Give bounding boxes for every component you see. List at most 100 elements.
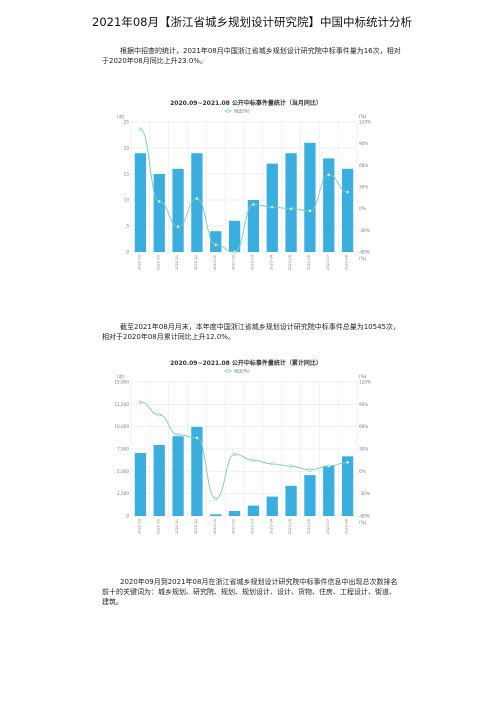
line-point: [157, 413, 161, 417]
bar: [247, 200, 260, 252]
line-point: [232, 452, 237, 456]
x-tick-label: 2021-05: [288, 519, 292, 534]
page-title: 2021年08月【浙江省城乡规划设计研究院】中国中标统计分析: [92, 15, 412, 29]
x-tick-label: 2020-09: [137, 254, 141, 270]
bar: [285, 153, 297, 252]
bar: [304, 475, 316, 516]
y-tick-left: 0: [126, 250, 129, 255]
x-tick-label: 2021-02: [232, 255, 236, 270]
legend-label: 同比(%): [234, 368, 250, 375]
y-axis-right-unit: (%): [359, 256, 367, 261]
chart-title: 2020.09~2021.08 公开中标事件量统计（累计同比）: [170, 359, 322, 367]
y-tick-right: 30%: [359, 447, 368, 452]
line-point: [157, 199, 161, 204]
y-tick-left: 10,000: [115, 424, 129, 429]
y-tick-left: 7,500: [117, 447, 129, 452]
line-point: [214, 243, 218, 247]
x-tick-label: 2021-06: [307, 254, 311, 270]
y-tick-right: -60%: [359, 514, 370, 519]
line-point: [232, 250, 237, 254]
line-point: [195, 436, 199, 440]
line-point: [289, 207, 293, 211]
y-tick-left: 2,500: [117, 491, 129, 496]
legend-label: 同比(%): [234, 108, 250, 115]
y-tick-right: 90%: [359, 141, 368, 146]
line-point: [214, 497, 218, 501]
x-tick-label: 2020-12: [194, 519, 198, 534]
line-point: [251, 458, 256, 462]
chart-monthly-svg: 2020.09~2021.08 公开中标事件量统计（当月同比）同比(%) (次) (…: [117, 99, 371, 270]
x-tick-label: 2021-03: [250, 255, 254, 270]
x-tick-label: 2020-09: [137, 518, 141, 534]
line-point: [176, 225, 180, 229]
line-point: [176, 433, 180, 437]
x-tick-label: 2021-04: [269, 254, 273, 270]
line-point: [308, 468, 312, 472]
y-axis-right-unit: (%): [359, 520, 367, 525]
bar: [247, 505, 260, 516]
x-tick-label: 2020-11: [175, 255, 179, 270]
y-tick-right: 60%: [359, 424, 368, 429]
bar: [191, 153, 203, 252]
paragraph-monthly: 根据中招查的统计，2021年08月中国浙江省城乡规划设计研究院中标事件量为16次…: [102, 47, 401, 65]
y-tick-right: 120%: [359, 380, 371, 385]
y-tick-right: -60%: [359, 250, 370, 255]
y-tick-left: 25: [124, 120, 130, 125]
x-tick-label: 2021-03: [250, 519, 254, 534]
bar: [134, 453, 147, 516]
line-point: [138, 400, 143, 404]
chart-cumulative: 2020.09~2021.08 公开中标事件量统计（累计同比） 同比(%) (次) (…: [115, 356, 377, 538]
y-tick-left: 5: [126, 224, 129, 229]
y-tick-right: 90%: [359, 402, 368, 407]
y-tick-right: 0%: [359, 469, 366, 474]
y-tick-left: 0: [126, 514, 129, 519]
bar: [266, 496, 278, 516]
line-point: [327, 464, 331, 468]
x-tick-label: 2021-06: [307, 518, 311, 534]
bar: [228, 220, 241, 252]
y-axis-left-label: (次): [117, 373, 125, 380]
bar: [191, 426, 203, 516]
bar: [172, 436, 184, 516]
bar: [323, 465, 335, 516]
y-tick-right: -30%: [359, 228, 370, 233]
line-point: [289, 464, 293, 468]
x-tick-label: 2020-12: [194, 255, 198, 270]
y-tick-right: -30%: [359, 491, 370, 496]
y-tick-left: 5,000: [117, 469, 129, 474]
y-tick-left: 15: [124, 172, 130, 177]
x-tick-label: 2020-10: [156, 518, 160, 534]
bar: [153, 174, 165, 252]
x-tick-label: 2021-07: [326, 519, 330, 534]
bar: [285, 485, 297, 516]
bar: [304, 142, 316, 252]
line-point: [270, 462, 274, 466]
bar: [228, 510, 241, 516]
line-point: [345, 460, 350, 464]
line-point: [308, 209, 312, 213]
bar: [153, 444, 165, 516]
bar: [341, 168, 354, 252]
bar: [210, 514, 222, 516]
y-axis-right-label: (%): [359, 374, 367, 379]
y-tick-right: 120%: [359, 120, 371, 125]
x-tick-label: 2020-10: [156, 254, 160, 270]
y-axis-left-label: (次): [117, 113, 125, 120]
bar: [134, 153, 147, 252]
line-point: [251, 202, 256, 206]
y-axis-right-label: (%): [359, 114, 367, 119]
chart-title: 2020.09~2021.08 公开中标事件量统计（当月同比）: [170, 99, 322, 107]
y-tick-left: 15,000: [115, 380, 129, 385]
legend-point-swatch: [226, 369, 230, 373]
y-tick-left: 12,500: [115, 402, 129, 407]
chart-cumulative-svg: 2020.09~2021.08 公开中标事件量统计（累计同比）同比(%) (次) (…: [115, 359, 371, 534]
line-point: [138, 127, 143, 131]
x-tick-label: 2021-07: [326, 255, 330, 270]
x-tick-label: 2021-05: [288, 255, 292, 270]
chart-monthly: 2020.09~2021.08 公开中标事件量统计（当月同比） 同比(%) (次) (…: [115, 96, 377, 274]
x-tick-label: 2021-01: [213, 519, 217, 534]
y-tick-right: 30%: [359, 185, 368, 190]
x-tick-label: 2021-01: [213, 255, 217, 270]
x-tick-label: 2021-02: [232, 519, 236, 534]
